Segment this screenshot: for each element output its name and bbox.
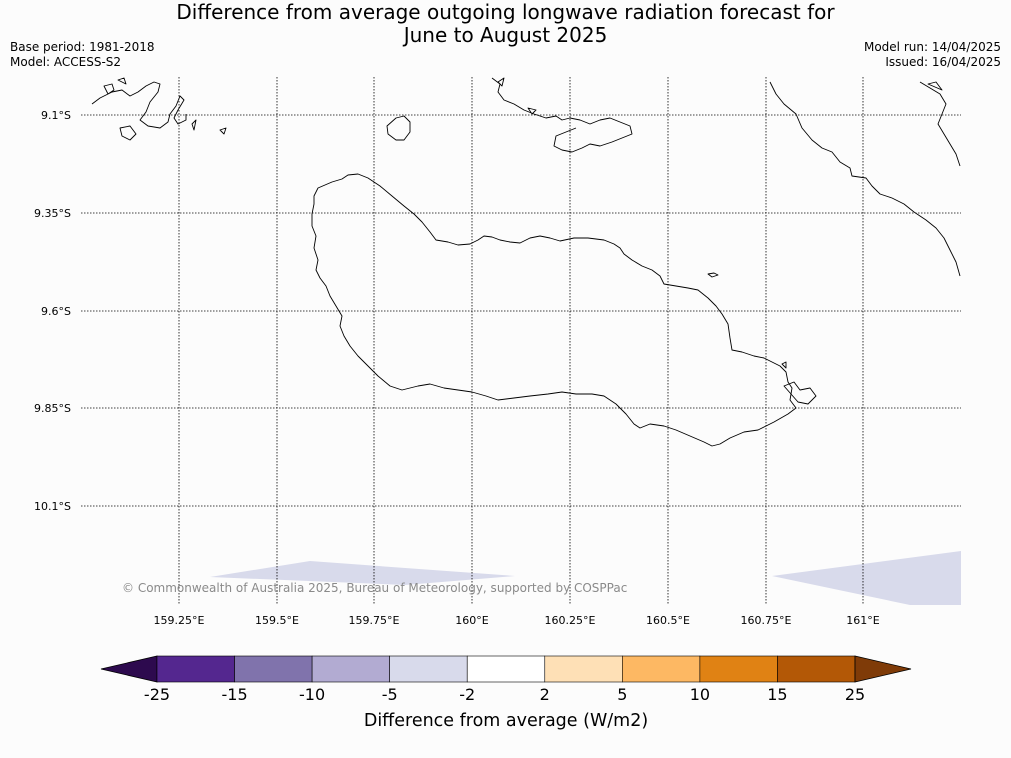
colorbar-tick-label: -25 bbox=[144, 685, 170, 704]
colorbar-bins bbox=[156, 655, 856, 683]
lon-label-160: 160°E bbox=[455, 614, 488, 627]
lat-label-9-1: 9.1°S bbox=[41, 109, 71, 122]
colorbar-tick-label: -10 bbox=[299, 685, 325, 704]
colorbar-tick-label: 5 bbox=[617, 685, 627, 704]
colorbar-tick-label: -5 bbox=[382, 685, 398, 704]
model-text: Model: ACCESS-S2 bbox=[10, 55, 122, 69]
lon-label-160-25: 160.25°E bbox=[545, 614, 596, 627]
lat-label-9-35: 9.35°S bbox=[34, 207, 71, 220]
colorbar-bin-4 bbox=[466, 655, 546, 683]
colorbar-tick-label: 2 bbox=[540, 685, 550, 704]
base-period-text: Base period: 1981-2018 bbox=[10, 40, 155, 54]
colorbar-bin-5 bbox=[544, 655, 623, 683]
map-background bbox=[81, 77, 961, 605]
guadalcanal-coastline bbox=[311, 173, 797, 447]
colorbar-tick-labels: -25 -15 -10 -5 -2 2 5 10 15 25 bbox=[144, 685, 865, 704]
chart-title: Difference from average outgoing longwav… bbox=[0, 1, 1011, 47]
coastlines bbox=[91, 77, 961, 447]
lon-label-159-75: 159.75°E bbox=[349, 614, 400, 627]
colorbar-under-triangle bbox=[100, 655, 158, 683]
colorbar-bin-1 bbox=[234, 655, 313, 683]
round-island bbox=[386, 115, 411, 141]
colorbar-bin-2 bbox=[311, 655, 390, 683]
copyright-text: © Commonwealth of Australia 2025, Bureau… bbox=[122, 581, 627, 595]
colorbar: -25 -15 -10 -5 -2 2 5 10 15 25 Difference from av… bbox=[100, 655, 912, 731]
colorbar-bin-8 bbox=[777, 655, 856, 683]
latitude-labels: 9.1°S 9.35°S 9.6°S 9.85°S 10.1°S bbox=[34, 109, 71, 513]
lat-label-10-1: 10.1°S bbox=[34, 500, 71, 513]
lon-label-159-25: 159.25°E bbox=[154, 614, 205, 627]
florida-islands bbox=[491, 77, 633, 153]
map-panel: © Commonwealth of Australia 2025, Bureau… bbox=[81, 77, 961, 605]
lon-label-160-5: 160.5°E bbox=[646, 614, 690, 627]
anomaly-patch-south bbox=[210, 561, 515, 585]
colorbar-bin-7 bbox=[699, 655, 778, 683]
colorbar-tick-label: 25 bbox=[845, 685, 865, 704]
marau-islets bbox=[781, 361, 817, 405]
title-line-2: June to August 2025 bbox=[403, 23, 608, 47]
model-run-text: Model run: 14/04/2025 bbox=[863, 40, 1001, 54]
colorbar-bin-3 bbox=[389, 655, 468, 683]
small-islet bbox=[707, 272, 719, 278]
colorbar-tick-label: 15 bbox=[767, 685, 787, 704]
lon-label-161: 161°E bbox=[846, 614, 879, 627]
anomaly-patch-southeast bbox=[772, 551, 961, 605]
lat-label-9-85: 9.85°S bbox=[34, 402, 71, 415]
colorbar-bin-0 bbox=[156, 655, 235, 683]
colorbar-tick-label: 10 bbox=[690, 685, 710, 704]
malaita-coastline bbox=[769, 81, 961, 277]
info-right: Model run: 14/04/2025 Issued: 16/04/2025 bbox=[864, 40, 1001, 70]
issued-text: Issued: 16/04/2025 bbox=[885, 55, 1001, 69]
gridlines bbox=[81, 77, 961, 605]
lon-label-160-75: 160.75°E bbox=[741, 614, 792, 627]
russell-islands bbox=[91, 77, 227, 141]
longitude-labels: 159.25°E 159.5°E 159.75°E 160°E 160.25°E… bbox=[154, 614, 880, 627]
colorbar-tick-label: -15 bbox=[221, 685, 247, 704]
info-left: Base period: 1981-2018 Model: ACCESS-S2 bbox=[10, 40, 155, 70]
colorbar-tick-label: -2 bbox=[459, 685, 475, 704]
colorbar-bin-6 bbox=[622, 655, 701, 683]
colorbar-over-triangle bbox=[854, 655, 912, 683]
lat-label-9-6: 9.6°S bbox=[41, 305, 71, 318]
lon-label-159-5: 159.5°E bbox=[255, 614, 299, 627]
colorbar-title: Difference from average (W/m2) bbox=[364, 711, 648, 731]
title-line-1: Difference from average outgoing longwav… bbox=[176, 0, 835, 24]
